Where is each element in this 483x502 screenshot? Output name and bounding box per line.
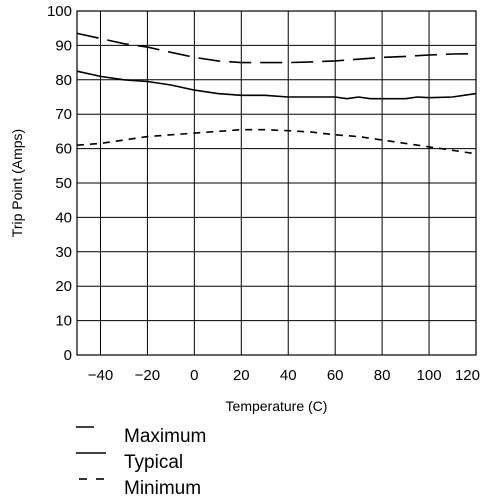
y-tick-label: 50	[55, 175, 72, 192]
x-tick-label: 40	[280, 367, 297, 384]
y-tick-label: 20	[55, 278, 72, 295]
x-tick-label: 60	[327, 367, 344, 384]
legend: Maximum Typical Minimum	[76, 426, 206, 499]
y-axis-title: Trip Point (Amps)	[9, 129, 25, 237]
y-tick-label: 30	[55, 244, 72, 261]
x-tick-label: 80	[374, 367, 391, 384]
x-tick-label: 0	[190, 367, 198, 384]
x-tick-label: 20	[233, 367, 250, 384]
series-lines	[76, 32, 477, 155]
x-axis-ticks: −40 −20 0 20 40 60 80 100 120	[88, 367, 480, 384]
y-tick-label: 100	[47, 3, 72, 20]
series-line-minimum	[76, 128, 477, 155]
x-axis-title: Temperature (C)	[226, 398, 328, 414]
y-tick-label: 80	[55, 72, 72, 89]
y-tick-label: 40	[55, 209, 72, 226]
x-tick-label: 120	[455, 367, 480, 384]
series-line-maximum	[76, 32, 477, 64]
x-tick-label: −40	[88, 367, 113, 384]
y-tick-label: 70	[55, 106, 72, 123]
y-tick-label: 0	[64, 347, 72, 364]
y-tick-label: 60	[55, 141, 72, 158]
x-tick-label: 100	[417, 367, 442, 384]
legend-label-maximum: Maximum	[124, 426, 206, 447]
series-line-typical	[76, 70, 477, 100]
y-axis-ticks: 0 10 20 30 40 50 60 70 80 90 100	[47, 3, 72, 364]
legend-label-typical: Typical	[124, 452, 183, 473]
x-tick-label: −20	[135, 367, 160, 384]
y-tick-label: 90	[55, 37, 72, 54]
grid	[77, 11, 476, 355]
y-tick-label: 10	[55, 313, 72, 330]
plot-frame	[76, 10, 477, 356]
legend-label-minimum: Minimum	[124, 478, 201, 499]
